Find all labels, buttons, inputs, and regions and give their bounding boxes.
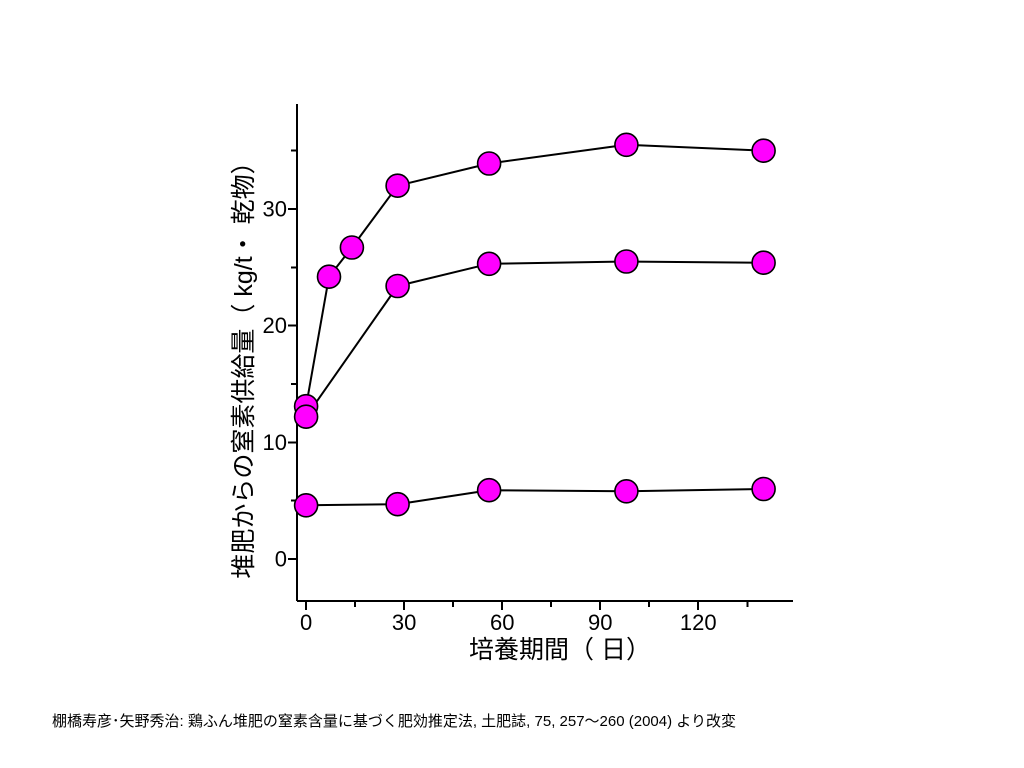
- source-citation: 棚橋寿彦･矢野秀治: 鶏ふん堆肥の窒素含量に基づく肥効推定法, 土肥誌, 75,…: [52, 713, 736, 730]
- series-1-point-4: [385, 173, 410, 198]
- x-tick-label-30: 30: [392, 610, 416, 635]
- series-3-point-4: [614, 478, 639, 504]
- series-3-point-5: [751, 476, 776, 502]
- series-lines: [305, 143, 765, 507]
- series-3-point-1: [293, 492, 319, 518]
- series-3-line: [305, 488, 765, 507]
- y-tick-label-20: 20: [263, 313, 287, 338]
- series-1-point-3: [339, 235, 365, 260]
- axes: [296, 104, 793, 602]
- series-1-line: [305, 143, 765, 408]
- x-tick-label-0: 0: [300, 610, 312, 635]
- series-markers: [293, 132, 776, 518]
- series-1-point-6: [614, 132, 639, 158]
- x-axis-title: 培養期間（ 日）: [469, 636, 651, 664]
- series-2-point-4: [614, 249, 639, 274]
- series-2-point-2: [385, 273, 410, 299]
- y-tick-label-0: 0: [275, 547, 287, 572]
- x-tick-label-120: 120: [680, 610, 717, 635]
- y-tick-label-30: 30: [263, 197, 287, 222]
- axis-ticks: 0 10 20 30 0 30 60 90 120: [263, 149, 749, 635]
- series-1-point-7: [751, 138, 776, 163]
- series-2-point-5: [751, 250, 776, 276]
- series-3-point-2: [385, 491, 410, 517]
- y-axis-title: 堆肥からの窒素供給量（ kg/t・ 乾物）: [230, 149, 258, 578]
- y-tick-label-10: 10: [263, 430, 287, 455]
- x-tick-label-60: 60: [490, 610, 514, 635]
- series-2-line: [305, 260, 765, 418]
- series-2-point-3: [476, 251, 502, 277]
- series-2-point-1: [293, 404, 319, 430]
- series-1-point-5: [476, 151, 502, 176]
- x-tick-label-90: 90: [588, 610, 612, 635]
- series-3-point-3: [476, 477, 502, 503]
- series-1-point-2: [316, 264, 342, 290]
